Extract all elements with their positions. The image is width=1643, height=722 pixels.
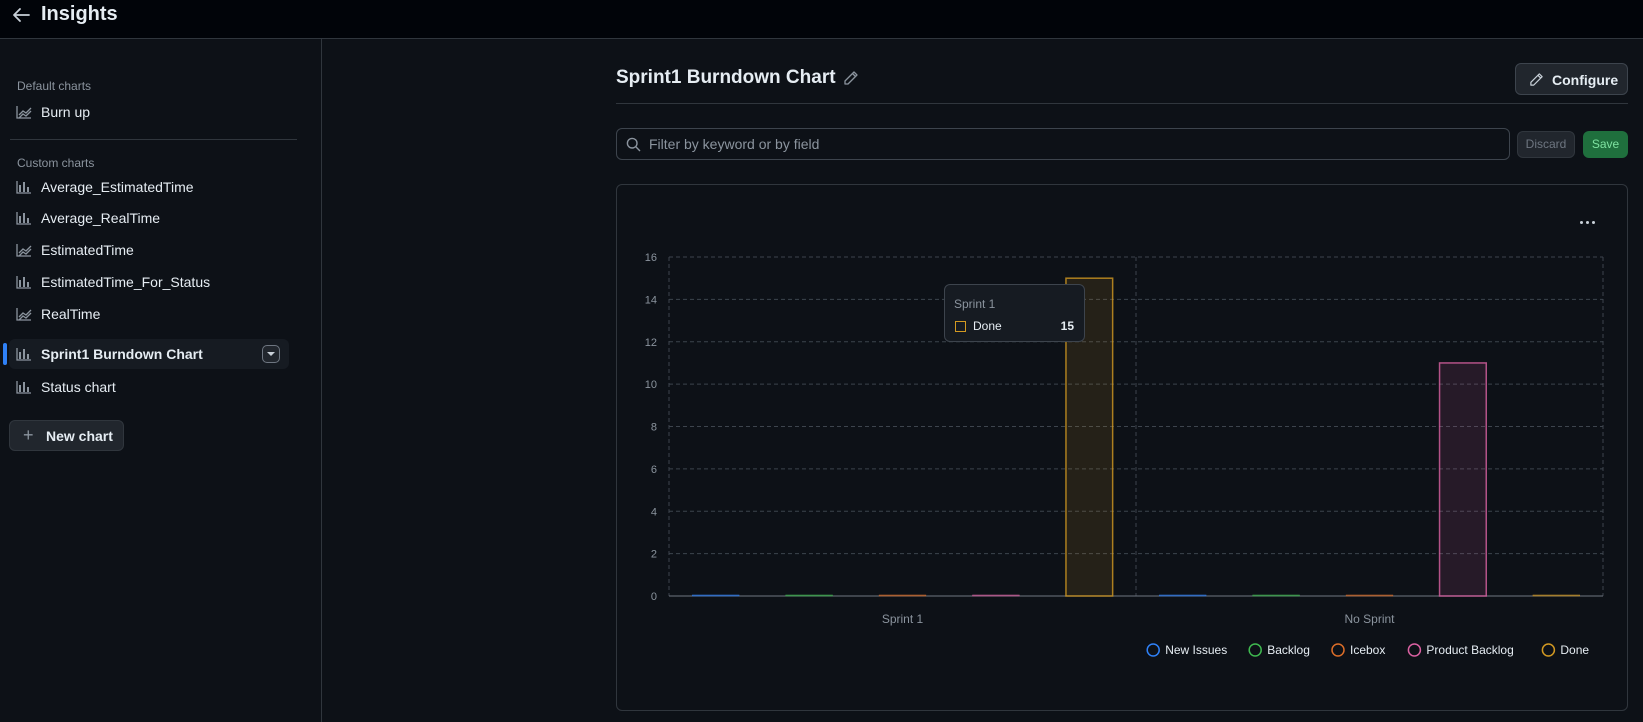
sidebar-item-label: Sprint1 Burndown Chart [41, 346, 203, 362]
bar [972, 594, 1020, 597]
tooltip-title: Sprint 1 [954, 297, 996, 311]
graph-line-icon [16, 244, 32, 257]
arrow-left-icon[interactable] [10, 4, 32, 26]
title-divider [616, 103, 1628, 104]
legend-label: Backlog [1267, 643, 1310, 657]
pencil-icon [1530, 73, 1543, 86]
y-tick-label: 6 [651, 464, 657, 476]
sidebar-item-average-estimatedtime[interactable]: Average_EstimatedTime [9, 172, 289, 202]
sidebar-item-realtime[interactable]: RealTime [9, 299, 289, 329]
bar [692, 594, 740, 597]
sidebar-item-status-chart[interactable]: Status chart [9, 372, 289, 402]
save-button[interactable]: Save [1583, 131, 1628, 158]
tooltip-series: Done [973, 319, 1002, 333]
filter-bar[interactable] [616, 128, 1510, 160]
top-bar: Insights [0, 0, 1643, 39]
sidebar-item-estimatedtime[interactable]: EstimatedTime [9, 235, 289, 265]
y-tick-label: 12 [645, 337, 657, 349]
filter-input[interactable] [649, 133, 1499, 155]
legend-marker [1146, 643, 1160, 657]
configure-button[interactable]: Configure [1515, 63, 1628, 95]
legend-label: Icebox [1350, 643, 1385, 657]
kebab-dot [1592, 221, 1595, 224]
kebab-dot [1586, 221, 1589, 224]
graph-line-icon [16, 106, 32, 119]
pencil-icon[interactable] [843, 70, 859, 86]
chart-tooltip: Sprint 1 Done 15 [944, 284, 1085, 342]
bar-chart-icon [16, 348, 31, 361]
bar [1065, 277, 1114, 597]
y-tick-label: 10 [645, 379, 657, 391]
sidebar-item-label: EstimatedTime_For_Status [41, 274, 211, 290]
sidebar-item-label: Status chart [41, 379, 116, 395]
bar-chart: 0 2 4 6 8 10 12 14 16 Sprint 1 No Sprint New Issues… [645, 252, 1604, 657]
bar-chart-icon [16, 181, 31, 194]
y-tick-label: 16 [645, 252, 657, 264]
bar-chart-icon [16, 212, 31, 225]
bar [1345, 594, 1394, 597]
sidebar-item-average-realtime[interactable]: Average_RealTime [9, 203, 289, 233]
legend-marker [1331, 643, 1345, 657]
sidebar-item-burn-up[interactable]: Burn up [9, 97, 289, 127]
bar [1159, 594, 1207, 597]
bar-chart-icon [16, 381, 31, 394]
legend-label: Product Backlog [1426, 643, 1513, 657]
tooltip-value: 15 [1060, 319, 1074, 333]
sidebar-item-label: EstimatedTime [41, 242, 134, 258]
y-tick-label: 14 [645, 294, 657, 306]
app-title: Insights [41, 3, 118, 25]
active-indicator [3, 343, 7, 365]
custom-charts-label: Custom charts [17, 156, 95, 170]
configure-label: Configure [1552, 72, 1619, 88]
y-tick-label: 4 [651, 506, 657, 518]
bar [878, 594, 927, 597]
x-tick-label: No Sprint [1344, 612, 1395, 626]
default-charts-label: Default charts [17, 79, 92, 93]
page-title: Sprint1 Burndown Chart [616, 67, 836, 88]
legend-marker [1248, 643, 1262, 657]
sidebar-item-sprint1-burndown-chart[interactable]: Sprint1 Burndown Chart [3, 339, 289, 369]
plus-icon: + [23, 425, 34, 445]
kebab-dot [1580, 221, 1583, 224]
bar [1438, 362, 1487, 597]
discard-button[interactable]: Discard [1517, 131, 1575, 158]
new-chart-button[interactable]: + New chart [9, 420, 124, 451]
bar-chart-icon [16, 276, 31, 289]
chart-card [616, 184, 1628, 711]
tooltip-swatch [955, 321, 966, 332]
legend-label: Done [1560, 643, 1589, 657]
y-tick-label: 8 [651, 422, 657, 434]
new-chart-label: New chart [46, 428, 113, 444]
y-tick-label: 0 [651, 591, 657, 603]
sidebar: Default charts Burn up Custom charts Ave… [0, 39, 322, 722]
bar [785, 594, 833, 597]
y-tick-label: 2 [651, 549, 657, 561]
graph-line-icon [16, 308, 32, 321]
legend-label: New Issues [1165, 643, 1227, 657]
chevron-down-icon [267, 352, 275, 356]
bar [1252, 594, 1300, 597]
sidebar-item-label: Average_RealTime [41, 210, 161, 226]
sidebar-divider [10, 139, 297, 140]
x-tick-label: Sprint 1 [882, 612, 924, 626]
search-icon [626, 137, 641, 152]
chart-options-button[interactable] [1570, 212, 1606, 232]
sidebar-item-label: RealTime [41, 306, 101, 322]
legend-marker [1407, 643, 1422, 657]
sidebar-item-estimatedtime-for-status[interactable]: EstimatedTime_For_Status [9, 267, 289, 297]
bar [1532, 594, 1580, 597]
sidebar-item-label: Average_EstimatedTime [41, 179, 194, 195]
item-options-button[interactable] [262, 345, 280, 363]
sidebar-item-label: Burn up [41, 104, 91, 120]
legend-marker [1541, 643, 1556, 657]
